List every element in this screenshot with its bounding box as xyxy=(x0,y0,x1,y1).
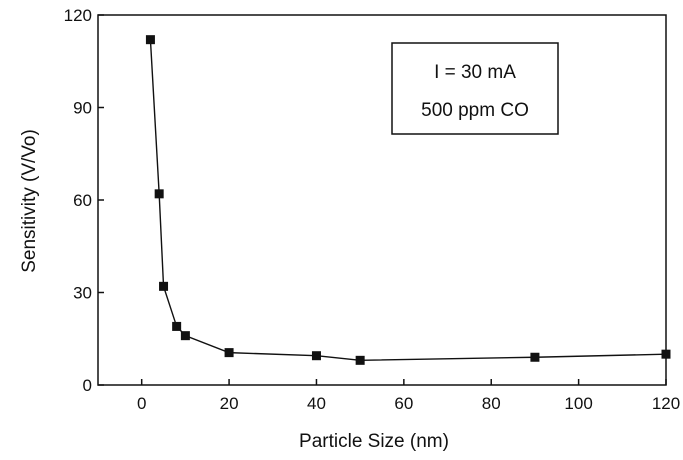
series-line xyxy=(149,39,667,362)
legend-frame xyxy=(391,42,559,135)
x-axis-tick-label: 100 xyxy=(564,394,592,413)
plot-area xyxy=(97,14,667,386)
x-axis-tick-label: 120 xyxy=(652,394,680,413)
data-point-marker xyxy=(355,355,365,365)
x-axis-tick-label: 60 xyxy=(394,394,413,413)
data-point-marker xyxy=(172,321,182,331)
data-point-marker xyxy=(661,349,671,359)
y-axis-tick-label: 0 xyxy=(83,376,92,395)
x-axis-label: Particle Size (nm) xyxy=(299,431,449,452)
legend-gas-label: 500 ppm CO xyxy=(421,100,529,121)
y-axis-tick-label: 90 xyxy=(73,99,92,118)
data-point-marker xyxy=(145,35,155,45)
data-point-marker xyxy=(224,348,234,358)
data-point-marker xyxy=(154,189,164,199)
x-axis-tick-label: 20 xyxy=(220,394,239,413)
data-series xyxy=(145,35,671,365)
x-axis-tick-label: 40 xyxy=(307,394,326,413)
legend-box: I = 30 mA 500 ppm CO xyxy=(391,42,559,135)
y-axis-tick-label: 120 xyxy=(64,6,92,25)
x-axis-tick-label: 0 xyxy=(137,394,146,413)
y-axis-tick-label: 30 xyxy=(73,284,92,303)
x-axis-tick-label: 80 xyxy=(482,394,501,413)
y-axis-tick-label: 60 xyxy=(73,191,92,210)
data-point-marker xyxy=(159,281,169,291)
data-point-marker xyxy=(530,352,540,362)
y-axis-ticks: 0 30 60 90 120 xyxy=(64,6,104,395)
legend-current-label: I = 30 mA xyxy=(434,62,516,83)
y-axis-label: Sensitivity (V/Vo) xyxy=(19,129,40,273)
data-point-marker xyxy=(180,331,190,341)
data-point-marker xyxy=(311,351,321,361)
x-axis-ticks: 0 20 40 60 80 100 120 xyxy=(137,379,680,413)
